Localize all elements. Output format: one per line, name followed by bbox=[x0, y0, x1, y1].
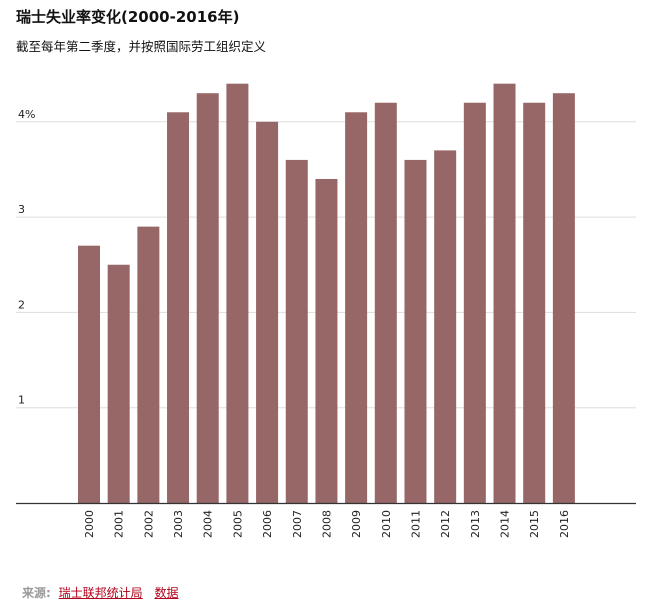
chart-subtitle: 截至每年第二季度，并按照国际劳工组织定义 bbox=[16, 39, 267, 54]
bar-2007 bbox=[285, 159, 308, 504]
bar-2014 bbox=[493, 83, 516, 504]
bar-2011 bbox=[404, 159, 427, 504]
source-footer: 来源: 瑞士联邦统计局 数据 bbox=[22, 584, 187, 601]
bars bbox=[78, 83, 575, 504]
x-tick-label: 2015 bbox=[528, 510, 541, 538]
x-tick-label: 2002 bbox=[142, 510, 155, 538]
bar-2002 bbox=[137, 226, 160, 503]
x-tick-label: 2000 bbox=[83, 510, 96, 538]
x-tick-label: 2001 bbox=[113, 510, 126, 538]
source-label: 来源: bbox=[22, 586, 51, 600]
bar-2001 bbox=[107, 264, 130, 503]
x-tick-label: 2014 bbox=[499, 510, 512, 538]
x-tick-label: 2012 bbox=[439, 510, 452, 538]
chart-title: 瑞士失业率变化(2000-2016年) bbox=[16, 8, 240, 26]
bar-2015 bbox=[523, 102, 546, 504]
x-tick-label: 2004 bbox=[202, 510, 215, 538]
x-tick-label: 2016 bbox=[558, 510, 571, 538]
bar-2003 bbox=[167, 112, 190, 504]
bar-2008 bbox=[315, 178, 338, 504]
bar-2016 bbox=[552, 93, 575, 504]
bar-2012 bbox=[434, 150, 457, 503]
bar-2004 bbox=[196, 93, 219, 504]
bar-2010 bbox=[374, 102, 397, 504]
bar-2005 bbox=[226, 83, 249, 504]
x-tick-label: 2005 bbox=[231, 510, 244, 538]
x-tick-label: 2009 bbox=[350, 510, 363, 538]
x-tick-label: 2011 bbox=[409, 510, 422, 538]
y-axis-ticks: 1 2 3 4% bbox=[18, 108, 35, 407]
x-tick-label: 2006 bbox=[261, 510, 274, 538]
source-link[interactable]: 瑞士联邦统计局 bbox=[58, 586, 143, 600]
x-axis-ticks: 2000 2001 2002 2003 2004 2005 2006 2007 2008 2009… bbox=[83, 510, 571, 538]
x-tick-label: 2007 bbox=[291, 510, 304, 538]
x-tick-label: 2008 bbox=[320, 510, 333, 538]
y-tick-label: 2 bbox=[18, 298, 25, 311]
x-tick-label: 2010 bbox=[380, 510, 393, 538]
x-tick-label: 2003 bbox=[172, 510, 185, 538]
data-link[interactable]: 数据 bbox=[154, 586, 179, 600]
y-tick-label: 3 bbox=[18, 203, 25, 216]
bar-2006 bbox=[256, 121, 279, 504]
y-tick-label: 4% bbox=[18, 108, 35, 121]
bar-2009 bbox=[345, 112, 368, 504]
bar-2013 bbox=[463, 102, 486, 504]
x-tick-label: 2013 bbox=[469, 510, 482, 538]
bar-2000 bbox=[78, 245, 100, 503]
y-tick-label: 1 bbox=[18, 394, 25, 407]
